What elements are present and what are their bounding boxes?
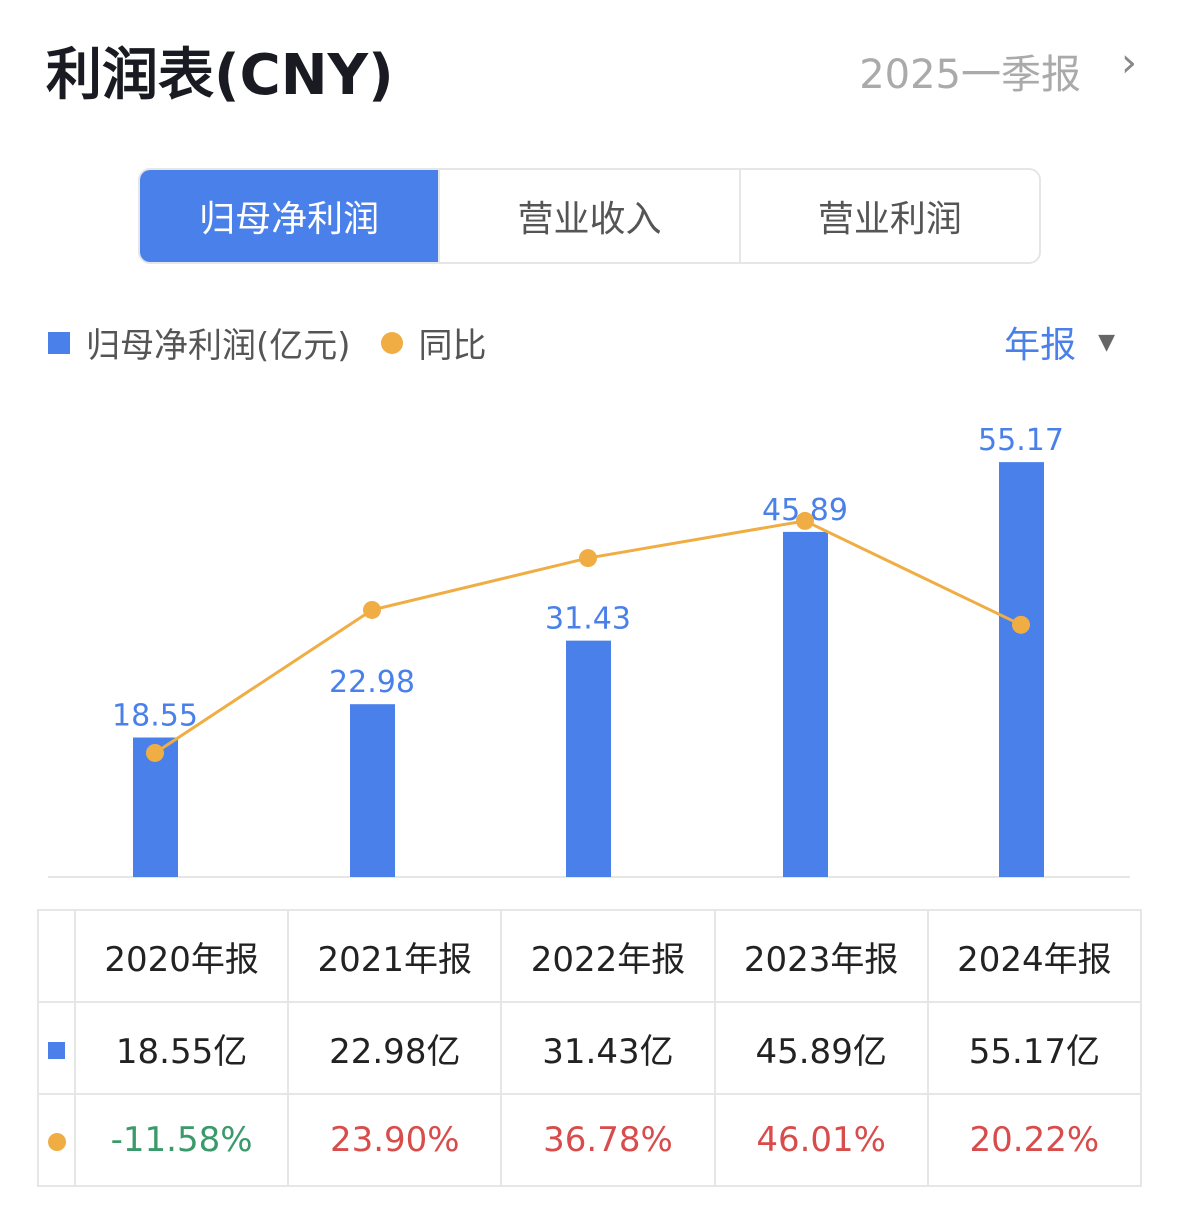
triangle-down-icon[interactable]: ▼: [1098, 329, 1115, 355]
profit-cell: 22.98亿: [287, 1001, 503, 1095]
yoy-point: [1012, 615, 1030, 634]
tab-operating-profit[interactable]: 营业利润: [738, 170, 1039, 262]
yoy-cell: -11.58%: [73, 1093, 290, 1187]
table-header-row: 2020年报 2021年报 2022年报 2023年报 2024年报: [37, 909, 1143, 1003]
yoy-point: [796, 511, 814, 530]
header-cell: 2023年报: [713, 909, 929, 1003]
bar: [350, 704, 395, 877]
yoy-point: [146, 743, 164, 762]
bar-legend-label: 归母净利润(亿元): [86, 326, 351, 366]
profit-cell: 45.89亿: [713, 1001, 929, 1095]
yoy-point: [579, 549, 597, 568]
bar-value-label: 22.98: [329, 665, 415, 700]
line-series-marker: [47, 1133, 66, 1151]
header-cell: 2021年报: [287, 909, 503, 1003]
table-row-profit: 18.55亿 22.98亿 31.43亿 45.89亿 55.17亿: [37, 1001, 1143, 1095]
line-legend-label: 同比: [418, 326, 487, 366]
chevron-right-icon[interactable]: ›: [1121, 40, 1137, 86]
profit-cell: 55.17亿: [926, 1001, 1143, 1095]
bar-value-label: 18.55: [112, 699, 198, 734]
frequency-dropdown[interactable]: 年报: [1004, 325, 1077, 366]
data-table: 2020年报 2021年报 2022年报 2023年报 2024年报 18.55…: [37, 909, 1143, 1187]
header-cell: 2024年报: [926, 909, 1143, 1003]
bar: [566, 640, 611, 877]
yoy-point: [363, 600, 381, 619]
report-period-link[interactable]: 2025一季报: [859, 52, 1081, 98]
header-cell: 2022年报: [500, 909, 716, 1003]
bar: [783, 531, 828, 877]
metric-tabs: 归母净利润 营业收入 营业利润: [138, 168, 1041, 264]
page-title: 利润表(CNY): [46, 43, 394, 108]
tab-net-profit[interactable]: 归母净利润: [140, 170, 439, 262]
yoy-cell: 20.22%: [926, 1093, 1143, 1187]
bar-value-label: 55.17: [978, 423, 1064, 458]
bar-legend-swatch: [48, 331, 70, 354]
yoy-cell: 23.90%: [287, 1093, 503, 1187]
profit-cell: 31.43亿: [500, 1001, 716, 1095]
bar: [999, 462, 1044, 877]
frequency-selector[interactable]: 年报 ▼: [1004, 316, 1115, 368]
tab-revenue[interactable]: 营业收入: [438, 170, 738, 262]
bar-value-label: 31.43: [545, 602, 631, 637]
yoy-cell: 46.01%: [713, 1093, 929, 1187]
line-legend-swatch: [380, 331, 403, 354]
table-row-yoy: -11.58% 23.90% 36.78% 46.01% 20.22%: [37, 1093, 1143, 1187]
bar-series-marker: [48, 1042, 65, 1059]
profit-cell: 18.55亿: [73, 1001, 290, 1095]
yoy-cell: 36.78%: [500, 1093, 716, 1187]
chart-legend: 归母净利润(亿元) 同比: [48, 318, 487, 367]
header-cell: 2020年报: [73, 909, 290, 1003]
